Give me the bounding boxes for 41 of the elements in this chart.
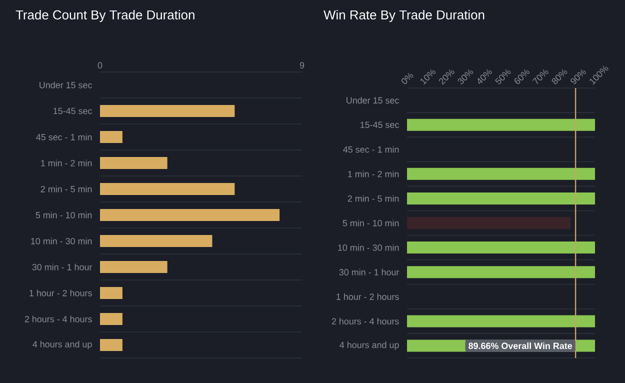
bar [100,235,212,248]
y-tick-label: 45 sec - 1 min [343,146,399,153]
y-tick-label: 15-45 sec [360,122,399,128]
bar [100,209,280,222]
y-tick-label: 15-45 sec [54,108,92,114]
y-tick-label: 1 min - 2 min [41,160,92,166]
y-tick-label: 1 hour - 2 hours [336,293,399,300]
y-tick-label: 30 min - 1 hour [32,264,92,270]
bar [100,105,235,118]
y-tick-label: 4 hours and up [32,340,92,350]
x-tick-label: 0% [402,72,414,84]
chart-title: Trade Count By Trade Duration [16,10,194,22]
y-tick-label: 10 min - 30 min [31,238,92,244]
y-tick-label: 1 min - 2 min [348,170,399,178]
bar [100,261,168,274]
y-tick-label: Under 15 sec [40,82,92,88]
bar [100,157,168,170]
y-tick-label: 2 min - 5 min [40,186,92,192]
y-tick-label: 4 hours and up [340,342,399,350]
x-tick-label: 0 [98,62,102,68]
bar [100,131,122,144]
bar [100,287,122,300]
y-tick-label: 5 min - 10 min [36,212,92,218]
y-tick-label: 2 min - 5 min [348,195,399,202]
bar [100,313,122,326]
bar [100,183,235,196]
y-tick-label: Under 15 sec [346,96,399,104]
y-tick-label: 1 hour - 2 hours [30,290,92,296]
bar [100,339,122,352]
y-tick-label: 45 sec - 1 min [36,134,92,140]
y-tick-label: 5 min - 10 min [342,220,399,226]
x-tick-label: 70% [532,69,548,84]
chart-title: Win Rate By Trade Duration [324,10,484,22]
y-tick-label: 2 hours - 4 hours [332,318,399,324]
y-tick-label: 2 hours - 4 hours [24,316,92,322]
ref-line-label: 89.66% Overall Win Rate [468,342,572,350]
y-tick-label: 30 min - 1 hour [339,268,400,276]
y-tick-label: 10 min - 30 min [338,244,399,251]
x-tick-label: 40% [478,69,492,84]
x-tick-label: 60% [514,69,530,84]
x-tick-label: 9 [300,62,304,68]
